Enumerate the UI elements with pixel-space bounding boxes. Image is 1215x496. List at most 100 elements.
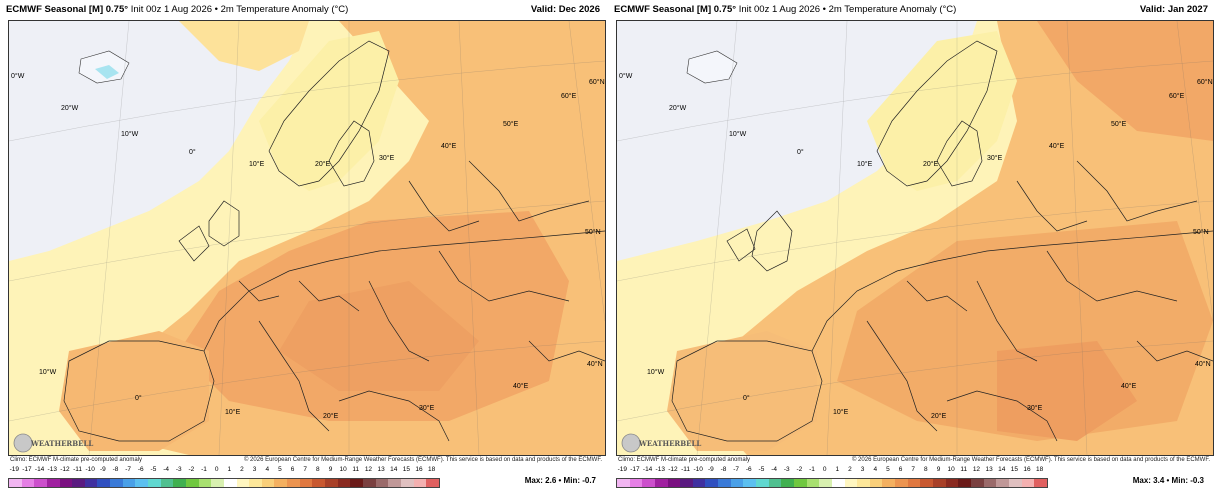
colorbar-tick-label: 8 (316, 466, 320, 473)
lon-label: 0°W (619, 73, 633, 80)
lat-label: 50°N (585, 229, 601, 236)
colorbar-tick-label: -7 (125, 466, 132, 473)
colorbar-swatch (907, 479, 921, 487)
colorbar-swatch (185, 479, 199, 487)
colorbar-tick-label: -13 (47, 466, 57, 473)
colorbar-swatch (413, 479, 427, 487)
colorbar: -19 -17 -14 -13 -12 -11 -10 -9 -8 -7 -6 -5 -4 -3 -2 -1 0… (616, 466, 1048, 490)
colorbar-swatch (933, 479, 946, 487)
map-panel-dec: ECMWF Seasonal [M] 0.75° Init 00z 1 Aug … (6, 0, 606, 496)
colorbar-tick-label: -3 (783, 466, 790, 473)
colorbar-swatch (844, 479, 858, 487)
colorbar-tick-label: -3 (175, 466, 182, 473)
colorbar-swatch (743, 479, 757, 487)
colorbar-swatch (970, 479, 984, 487)
lon-label: 40°E (441, 143, 457, 150)
colorbar-tick-label: 5 (278, 466, 282, 473)
colorbar-tick-label: 2 (848, 466, 852, 473)
lat-label: 40°N (587, 361, 603, 368)
colorbar-swatch (21, 479, 35, 487)
colorbar-tick-label: -2 (188, 466, 195, 473)
colorbar-tick-label: 7 (911, 466, 916, 473)
colorbar-tick-label: 5 (886, 466, 890, 473)
colorbar-swatch (362, 479, 376, 487)
panel-header: ECMWF Seasonal [M] 0.75° Init 00z 1 Aug … (614, 4, 1214, 20)
colorbar-swatch (806, 479, 820, 487)
colorbar-tick-label: -14 (642, 466, 653, 473)
colorbar-tick-label: -1 (809, 466, 815, 473)
colorbar-swatch (1008, 479, 1022, 487)
lon-label: 20°E (315, 161, 331, 168)
colorbar-tick-label: 6 (898, 466, 903, 473)
colorbar-swatch (857, 479, 870, 487)
lon-label: 10°W (647, 369, 665, 376)
colorbar-swatch (781, 479, 794, 487)
colorbar: -19 -17 -14 -13 -12 -11 -10 -9 -8 -7 -6 -5 -4 -3 -2 -1 0… (8, 466, 440, 490)
colorbar-tick-label: 9 (936, 466, 941, 473)
colorbar-swatch (768, 479, 782, 487)
colorbar-swatch (869, 479, 883, 487)
colorbar-swatch (819, 479, 832, 487)
lon-label: 40°E (513, 383, 529, 390)
colorbar-swatch (756, 479, 769, 487)
lon-label: 20°E (931, 413, 947, 420)
lon-label: 40°E (1121, 383, 1137, 390)
colorbar-scale (8, 478, 440, 488)
colorbar-tick-label: 10 (947, 466, 955, 473)
colorbar-tick-label: 11 (352, 466, 360, 473)
colorbar-tick-label: -8 (720, 466, 727, 473)
colorbar-tick-label: 1 (227, 466, 232, 473)
colorbar-tick-label: 9 (328, 466, 333, 473)
colorbar-swatch (173, 479, 186, 487)
colorbar-tick-label: -4 (771, 466, 777, 473)
colorbar-tick-label: -11 (681, 466, 691, 473)
colorbar-swatch (1021, 479, 1035, 487)
subtitle: Init 00z 1 Aug 2026 • 2m Temperature Ano… (738, 4, 957, 15)
lon-label: 50°E (503, 121, 519, 128)
model-title: ECMWF Seasonal [M] 0.75° (614, 4, 737, 15)
colorbar-swatch (110, 479, 123, 487)
colorbar-tick-label: 12 (972, 466, 981, 473)
colorbar-swatch (72, 479, 85, 487)
colorbar-swatch (718, 479, 731, 487)
lon-label: 10°W (39, 369, 57, 376)
credit-left: Climo: ECMWF M-climate pre-computed anom… (10, 457, 143, 463)
colorbar-tick-label: 6 (290, 466, 295, 473)
colorbar-swatch (705, 479, 719, 487)
colorbar-tick-label: -11 (73, 466, 83, 473)
colorbar-swatch (148, 479, 161, 487)
colorbar-swatch (983, 479, 997, 487)
colorbar-swatch (261, 479, 275, 487)
colorbar-swatch (135, 479, 149, 487)
colorbar-tick-label: 13 (985, 466, 993, 473)
lon-label: 10°E (249, 161, 265, 168)
max-min-readout: Max: 3.4 • Min: -0.3 (1132, 476, 1204, 485)
map-area: 0°W 20°W 10°W 0° 10°E 20°E 30°E 40°E 50°… (616, 20, 1214, 456)
colorbar-tick-label: 12 (364, 466, 373, 473)
lon-label: 30°E (379, 155, 395, 162)
colorbar-tick-label: -7 (733, 466, 740, 473)
subtitle: Init 00z 1 Aug 2026 • 2m Temperature Ano… (130, 4, 349, 15)
anomaly-map (617, 21, 1213, 455)
colorbar-tick-label: -9 (707, 466, 714, 473)
lat-label: 60°N (1197, 79, 1213, 86)
model-title: ECMWF Seasonal [M] 0.75° (6, 4, 129, 15)
colorbar-tick-label: 14 (998, 466, 1006, 473)
colorbar-swatch (945, 479, 959, 487)
colorbar-tick-label: -5 (758, 466, 765, 473)
colorbar-tick-label: -13 (655, 466, 665, 473)
colorbar-swatch (325, 479, 338, 487)
weatherbell-logo: WEATHERBELL (621, 431, 701, 455)
colorbar-tick-label: -6 (137, 466, 144, 473)
panel-header: ECMWF Seasonal [M] 0.75° Init 00z 1 Aug … (6, 4, 606, 20)
lon-label: 0° (743, 395, 750, 402)
map-area: 0°W 20°W 10°W 0° 10°E 20°E 30°E 40°E 50°… (8, 20, 606, 456)
colorbar-tick-label: 0 (214, 466, 219, 473)
valid-date: Valid: Dec 2026 (530, 4, 600, 15)
colorbar-tick-label: -17 (630, 466, 640, 473)
colorbar-swatch (198, 479, 212, 487)
colorbar-tick-label: -10 (85, 466, 95, 473)
colorbar-tick-label: -5 (150, 466, 157, 473)
colorbar-tick-label: 0 (822, 466, 827, 473)
colorbar-swatch (46, 479, 60, 487)
